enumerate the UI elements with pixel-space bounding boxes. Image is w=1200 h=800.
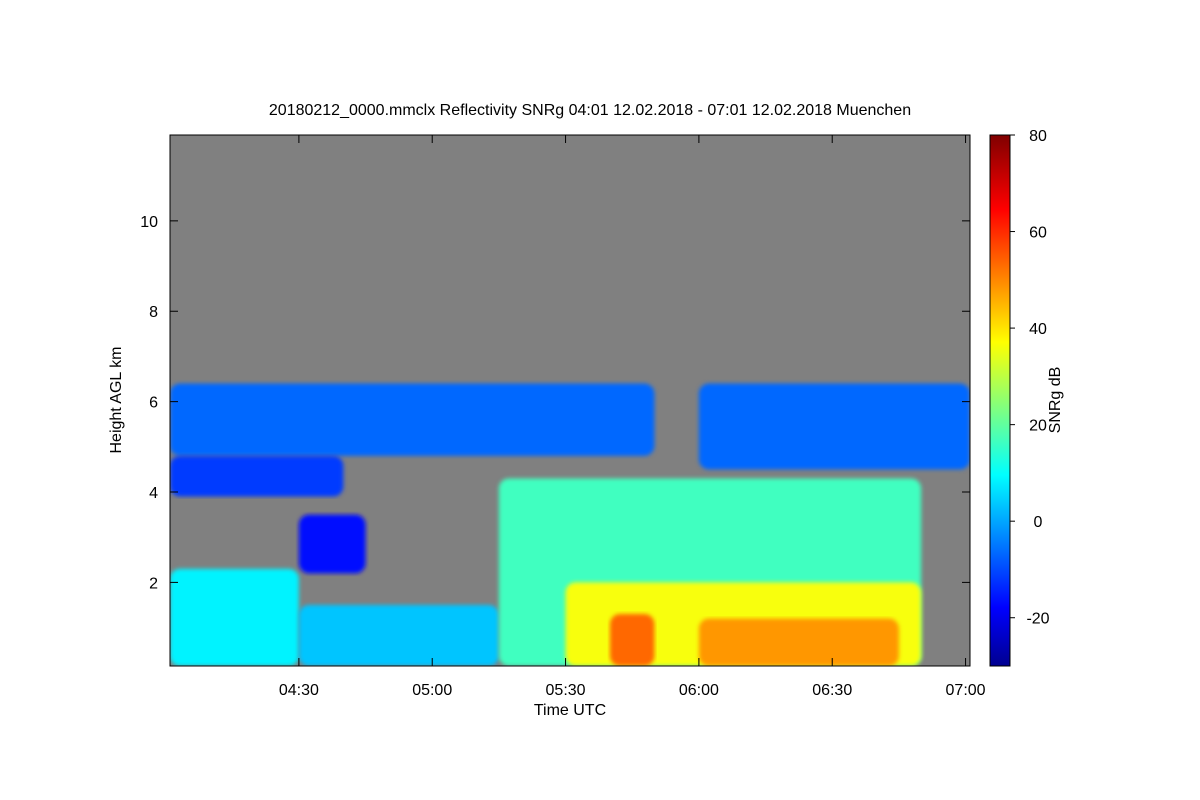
colorbar-tick-label: -20 — [1026, 611, 1049, 628]
x-axis: 04:30 05:00 05:30 06:00 06:30 07:00 — [279, 135, 986, 699]
x-axis-label: Time UTC — [534, 702, 606, 719]
x-tick-label: 06:00 — [679, 682, 719, 699]
echo-layer-10 — [298, 514, 366, 574]
y-tick-label: 6 — [149, 395, 158, 412]
colorbar-ticks: -20 0 20 40 60 80 — [1010, 128, 1050, 628]
echo-layer-9 — [170, 455, 344, 497]
colorbar — [989, 134, 1011, 667]
y-tick-label: 4 — [149, 485, 158, 502]
y-axis: 2 4 6 8 10 — [140, 214, 970, 592]
echo-layer-7 — [170, 383, 655, 456]
x-tick-label: 05:30 — [546, 682, 586, 699]
colorbar-tick-label: 0 — [1034, 514, 1043, 531]
colorbar-tick-label: 20 — [1029, 418, 1047, 435]
echo-layer-8 — [698, 383, 970, 470]
echo-layer-2 — [298, 604, 499, 666]
colorbar-label: SNRg dB — [1047, 367, 1064, 434]
y-tick-label: 2 — [149, 575, 158, 592]
x-tick-label: 06:30 — [812, 682, 852, 699]
echo-layer-1 — [170, 568, 299, 666]
y-tick-label: 10 — [140, 214, 158, 231]
radar-echo-field — [170, 383, 970, 666]
x-tick-label: 04:30 — [279, 682, 319, 699]
y-axis-label: Height AGL km — [108, 346, 125, 453]
echo-layer-5 — [610, 614, 655, 666]
chart-title: 20180212_0000.mmclx Reflectivity SNRg 04… — [269, 102, 911, 119]
x-tick-label: 07:00 — [946, 682, 986, 699]
colorbar-tick-label: 80 — [1029, 128, 1047, 145]
x-tick-label: 05:00 — [412, 682, 452, 699]
y-tick-label: 8 — [149, 304, 158, 321]
colorbar-tick-label: 40 — [1029, 321, 1047, 338]
echo-layer-6 — [698, 618, 899, 666]
plot-frame — [169, 134, 971, 667]
colorbar-tick-label: 60 — [1029, 225, 1047, 242]
